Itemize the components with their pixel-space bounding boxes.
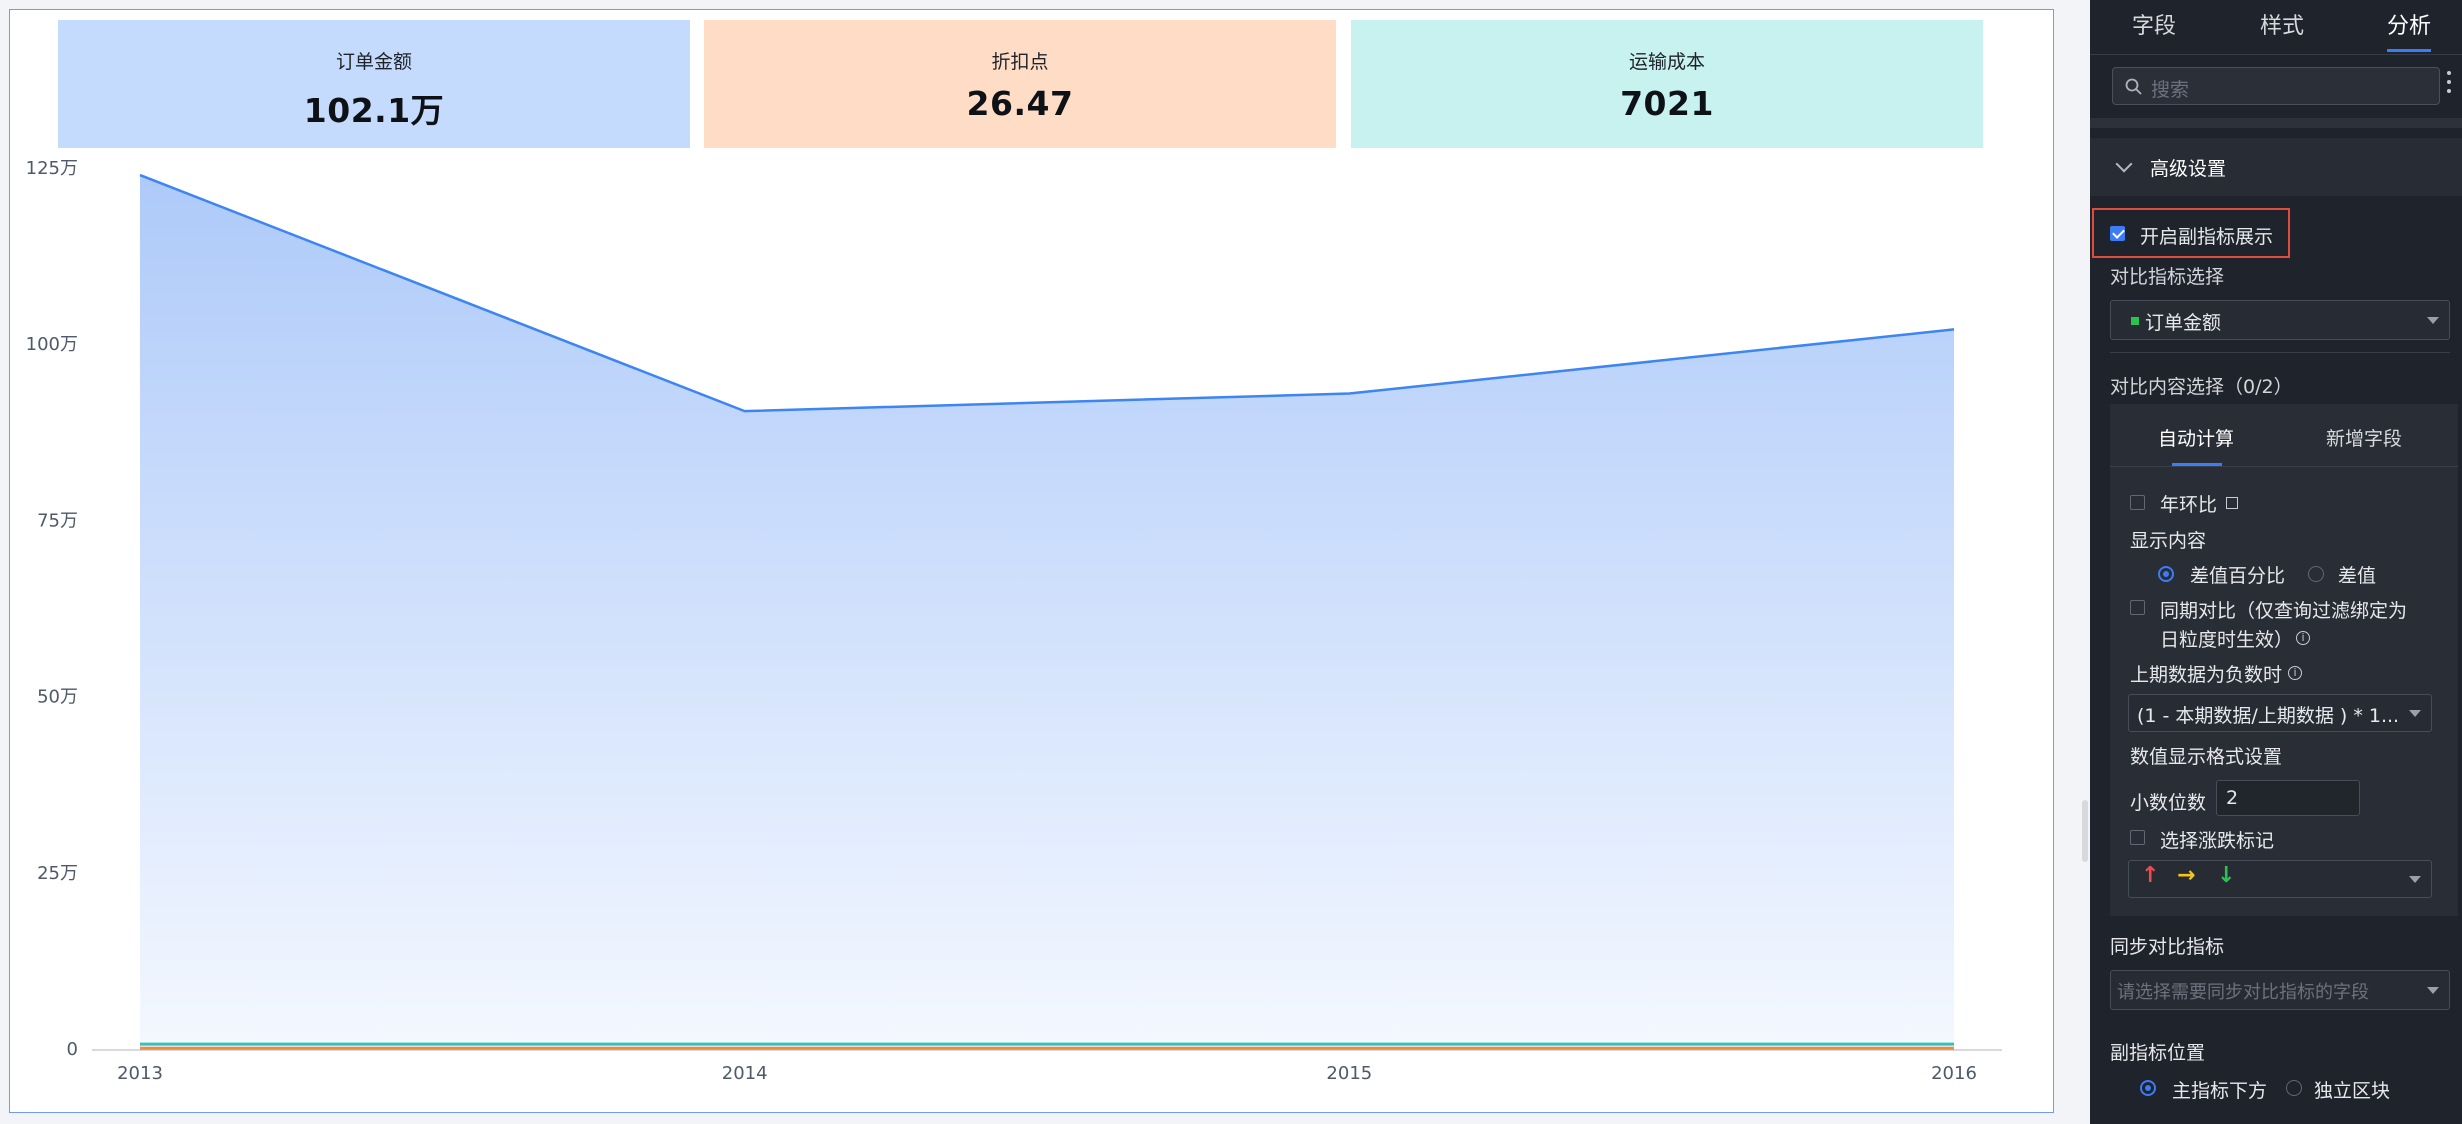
x-tick-label: 2015	[1326, 1063, 1372, 1084]
compare-metric-label: 对比指标选择	[2110, 266, 2225, 288]
decimals-value: 2	[2226, 787, 2239, 809]
same-period-label-2: 日粒度时生效）	[2160, 629, 2294, 651]
settings-panel: 字段 样式 分析 搜索 高级设置 开启副指标展示 对比指标选择 订单金额 对比内…	[2090, 0, 2462, 1124]
edit-icon[interactable]	[2226, 497, 2238, 509]
kpi-value: 7021	[1620, 84, 1714, 123]
updown-mark-select[interactable]: ↑ → ↓	[2128, 860, 2432, 898]
x-tick-label: 2013	[117, 1063, 163, 1084]
same-period-checkbox[interactable]	[2130, 600, 2145, 615]
section-title: 高级设置	[2150, 158, 2227, 180]
kpi-value: 26.47	[966, 84, 1074, 123]
kpi-shipping-cost[interactable]: 运输成本 7021	[1351, 20, 1983, 148]
y-tick-label: 50万	[37, 687, 78, 708]
sync-compare-select[interactable]: 请选择需要同步对比指标的字段	[2110, 970, 2450, 1010]
kpi-value: 102.1万	[303, 91, 445, 130]
decimals-input[interactable]: 2	[2216, 780, 2360, 816]
radio-separate-block[interactable]	[2286, 1080, 2302, 1096]
arrow-down-icon: ↓	[2217, 863, 2236, 888]
radio-below-main-label: 主指标下方	[2172, 1080, 2268, 1102]
active-tab-indicator	[2387, 49, 2431, 52]
kpi-discount[interactable]: 折扣点 26.47	[704, 20, 1336, 148]
dashboard-canvas: 订单金额 102.1万 折扣点 26.47 运输成本 7021 0 25万 50万 7…	[9, 9, 2054, 1113]
same-period-label: 同期对比（仅查询过滤绑定为	[2160, 600, 2408, 622]
y-tick-label: 25万	[37, 863, 78, 884]
series-area	[140, 175, 1954, 1050]
info-icon[interactable]: i	[2296, 631, 2310, 645]
advanced-settings-header[interactable]: 高级设置	[2090, 138, 2462, 196]
radio-diff-label: 差值	[2338, 565, 2377, 587]
kpi-name: 折扣点	[991, 51, 1049, 73]
compare-metric-select[interactable]: 订单金额	[2110, 300, 2450, 340]
tab-fields[interactable]: 字段	[2132, 14, 2177, 39]
chevron-down-icon	[2115, 155, 2133, 173]
panel-tabs: 字段 样式 分析	[2090, 0, 2462, 55]
compare-metric-value: 订单金额	[2145, 312, 2222, 334]
x-tick-label: 2014	[722, 1063, 768, 1084]
series-line	[139, 173, 1955, 413]
chart-card[interactable]: 订单金额 102.1万 折扣点 26.47 运输成本 7021 0 25万 50万 7…	[9, 9, 2054, 1113]
sync-compare-placeholder: 请选择需要同步对比指标的字段	[2117, 982, 2369, 1003]
negative-formula-value: (1 - 本期数据/上期数据 ) * 1...	[2137, 705, 2400, 727]
arrow-up-icon: ↑	[2141, 863, 2160, 888]
kpi-name: 运输成本	[1628, 51, 1705, 73]
subtab-auto-calc[interactable]: 自动计算	[2158, 428, 2235, 450]
divider	[2110, 352, 2450, 353]
radio-separate-block-label: 独立区块	[2314, 1080, 2391, 1102]
caret-down-icon	[2427, 987, 2439, 994]
x-tick-label: 2016	[1931, 1063, 1977, 1084]
y-tick-label: 0	[67, 1039, 78, 1060]
format-label: 数值显示格式设置	[2130, 746, 2283, 768]
caret-down-icon	[2409, 710, 2421, 717]
search-input[interactable]: 搜索	[2112, 67, 2440, 105]
divider	[2090, 118, 2462, 128]
compare-content-label: 对比内容选择（0/2）	[2110, 376, 2293, 398]
y-tick-label: 125万	[26, 158, 78, 179]
highlight-box	[2092, 208, 2290, 258]
y-tick-label: 75万	[37, 510, 78, 531]
kpi-name: 订单金额	[335, 51, 412, 73]
kpi-order-amount[interactable]: 订单金额 102.1万	[58, 20, 690, 148]
area-chart: 0 25万 50万 75万 100万 125万 2013 2014 2015 2016	[26, 158, 2002, 1084]
subtab-add-field[interactable]: 新增字段	[2326, 428, 2403, 450]
green-square-icon	[2131, 317, 2139, 325]
more-options-icon[interactable]	[2446, 66, 2452, 100]
search-placeholder: 搜索	[2151, 79, 2190, 101]
updown-mark-label: 选择涨跌标记	[2160, 830, 2275, 852]
info-icon[interactable]: i	[2288, 666, 2302, 680]
divider	[2110, 466, 2458, 467]
radio-diff[interactable]	[2308, 566, 2324, 582]
negative-data-label: 上期数据为负数时	[2130, 664, 2283, 686]
caret-down-icon	[2409, 876, 2421, 883]
yoy-checkbox[interactable]	[2130, 495, 2145, 510]
negative-formula-select[interactable]: (1 - 本期数据/上期数据 ) * 1...	[2128, 694, 2432, 732]
y-tick-label: 100万	[26, 334, 78, 355]
search-icon	[2125, 78, 2142, 95]
enable-sub-metric-checkbox[interactable]	[2110, 226, 2125, 241]
compare-content-box: 自动计算 新增字段	[2110, 404, 2458, 916]
decimals-label: 小数位数	[2130, 792, 2207, 814]
caret-down-icon	[2427, 317, 2439, 324]
yoy-label: 年环比	[2160, 494, 2218, 516]
display-content-label: 显示内容	[2130, 530, 2207, 552]
enable-sub-metric-label: 开启副指标展示	[2140, 226, 2274, 248]
arrow-right-icon: →	[2177, 863, 2196, 888]
updown-mark-checkbox[interactable]	[2130, 830, 2145, 845]
sync-compare-label: 同步对比指标	[2110, 936, 2225, 958]
tab-style[interactable]: 样式	[2260, 14, 2305, 39]
radio-diff-percent[interactable]	[2158, 566, 2174, 582]
radio-diff-percent-label: 差值百分比	[2190, 565, 2286, 587]
active-subtab-indicator	[2172, 463, 2222, 466]
panel-resize-handle[interactable]	[2082, 800, 2088, 862]
sub-metric-position-label: 副指标位置	[2110, 1042, 2206, 1064]
radio-below-main[interactable]	[2140, 1080, 2156, 1096]
tab-analysis[interactable]: 分析	[2387, 14, 2432, 39]
